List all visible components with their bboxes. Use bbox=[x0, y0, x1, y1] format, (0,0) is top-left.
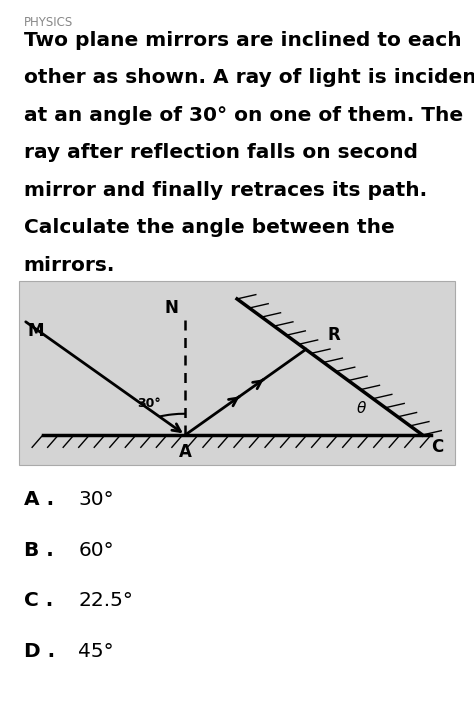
Text: other as shown. A ray of light is incident: other as shown. A ray of light is incide… bbox=[24, 68, 474, 87]
Text: Calculate the angle between the: Calculate the angle between the bbox=[24, 218, 394, 237]
Text: $\theta$: $\theta$ bbox=[356, 400, 367, 416]
FancyBboxPatch shape bbox=[19, 281, 455, 465]
Text: R: R bbox=[328, 326, 340, 344]
Text: 30°: 30° bbox=[78, 490, 114, 509]
Text: at an angle of 30° on one of them. The: at an angle of 30° on one of them. The bbox=[24, 106, 463, 125]
Text: C: C bbox=[431, 438, 443, 456]
Text: A .: A . bbox=[24, 490, 54, 509]
Text: 45°: 45° bbox=[78, 642, 114, 660]
Text: 30°: 30° bbox=[137, 397, 161, 410]
Text: 60°: 60° bbox=[78, 541, 114, 559]
Text: D .: D . bbox=[24, 642, 55, 660]
Text: 22.5°: 22.5° bbox=[78, 591, 133, 610]
Text: ray after reflection falls on second: ray after reflection falls on second bbox=[24, 143, 418, 162]
Text: PHYSICS: PHYSICS bbox=[24, 16, 73, 29]
Text: N: N bbox=[165, 298, 179, 317]
Text: Two plane mirrors are inclined to each: Two plane mirrors are inclined to each bbox=[24, 31, 461, 50]
Text: A: A bbox=[179, 443, 191, 461]
Text: C .: C . bbox=[24, 591, 53, 610]
Text: mirror and finally retraces its path.: mirror and finally retraces its path. bbox=[24, 181, 427, 200]
Text: B .: B . bbox=[24, 541, 54, 559]
Text: mirrors.: mirrors. bbox=[24, 256, 115, 275]
Text: M: M bbox=[28, 322, 44, 340]
